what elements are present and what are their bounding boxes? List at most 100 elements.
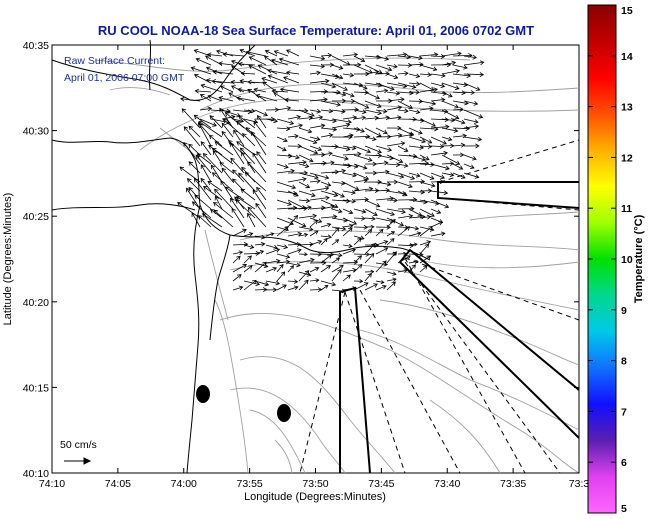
current-vector: [271, 58, 289, 66]
current-vector: [276, 163, 289, 169]
current-vector: [331, 227, 340, 237]
current-vector: [257, 115, 267, 129]
current-vector: [209, 115, 223, 129]
scale-label: 50 cm/s: [60, 439, 97, 451]
current-vector: [286, 49, 300, 57]
current-vector: [364, 100, 382, 109]
current-vector: [375, 108, 388, 114]
current-vector: [408, 242, 418, 247]
current-vector: [386, 271, 397, 276]
current-vector: [408, 136, 426, 144]
current-vector: [430, 221, 443, 228]
current-vector: [419, 255, 432, 264]
current-vector: [452, 163, 464, 170]
current-vector: [243, 280, 261, 287]
current-vector: [320, 265, 331, 273]
current-vector: [397, 82, 417, 89]
current-vector: [463, 124, 480, 129]
current-vector: [463, 136, 483, 142]
current-vector: [430, 172, 446, 180]
current-vector: [331, 108, 346, 114]
current-vector: [397, 163, 409, 168]
current-vector: [309, 123, 326, 129]
map-panel: Raw Surface Current: April 01, 2006 07:0…: [51, 39, 580, 474]
current-vector: [213, 209, 234, 228]
current-vector: [261, 76, 278, 84]
current-vector: [254, 287, 268, 292]
colorbar-tick-label: 9: [621, 305, 627, 317]
current-vector: [271, 88, 289, 94]
current-vector: [245, 50, 267, 57]
annotation-line-1: Raw Surface Current:: [64, 55, 165, 67]
current-vector: [287, 114, 301, 120]
current-vector: [419, 208, 435, 217]
colorbar-tick-label: 14: [621, 51, 633, 63]
current-vector: [276, 199, 292, 206]
current-vector: [320, 100, 341, 107]
y-axis: 40:10 40:15 40:20 40:25 40:30 40:35: [23, 40, 579, 480]
current-vector: [397, 108, 409, 114]
current-vector: [232, 263, 248, 273]
current-vector: [430, 179, 445, 185]
current-vector: [364, 283, 378, 291]
current-vector: [276, 263, 284, 273]
current-vector: [267, 74, 289, 84]
current-vector: [386, 219, 396, 228]
current-vector: [452, 152, 465, 158]
current-vector: [441, 100, 459, 109]
current-vector: [211, 147, 234, 165]
current-vector: [276, 105, 292, 111]
current-vector: [232, 285, 244, 291]
current-vector: [207, 180, 223, 192]
current-vector: [364, 243, 376, 255]
current-vector: [207, 94, 223, 102]
current-vector: [353, 82, 368, 90]
current-vector: [285, 70, 300, 76]
current-vector: [386, 162, 401, 168]
current-vector: [284, 97, 300, 103]
current-vector: [190, 66, 212, 75]
current-vector: [463, 72, 485, 77]
current-vector: [238, 61, 256, 67]
current-vector: [419, 72, 432, 78]
current-vector: [353, 208, 367, 214]
current-vector: [419, 106, 434, 112]
current-vector: [463, 82, 481, 91]
current-vector: [309, 108, 322, 114]
current-vector: [287, 176, 307, 183]
current-vector: [212, 69, 234, 75]
current-vector: [419, 199, 440, 206]
current-vector: [386, 197, 398, 203]
current-vector: [233, 129, 245, 147]
current-vector: [375, 71, 390, 77]
current-vector: [353, 279, 364, 284]
current-vector: [364, 91, 380, 100]
current-vector: [298, 232, 309, 237]
current-vector: [265, 118, 278, 124]
current-vector: [253, 120, 267, 138]
current-vector: [263, 55, 278, 66]
current-vector: [309, 278, 320, 283]
current-vector: [463, 60, 485, 66]
current-vector: [452, 107, 464, 112]
current-vector: [298, 252, 308, 257]
current-vector: [309, 219, 319, 228]
current-vector: [264, 49, 278, 57]
current-vector: [200, 177, 212, 192]
current-vector: [408, 127, 423, 135]
current-vector: [309, 178, 321, 184]
x-tick-label: 73:55: [236, 478, 262, 490]
current-vector: [177, 202, 201, 219]
current-vector: [331, 122, 351, 129]
current-vector: [419, 87, 438, 93]
current-vector: [276, 284, 287, 291]
current-vector: [463, 54, 478, 60]
current-vector: [430, 73, 446, 78]
current-vector: [235, 199, 256, 219]
current-vector: [397, 71, 409, 76]
current-vector: [331, 163, 352, 168]
current-vector: [320, 133, 334, 138]
current-vector: [342, 52, 359, 58]
current-vector: [331, 239, 340, 246]
current-vector: [408, 214, 426, 220]
